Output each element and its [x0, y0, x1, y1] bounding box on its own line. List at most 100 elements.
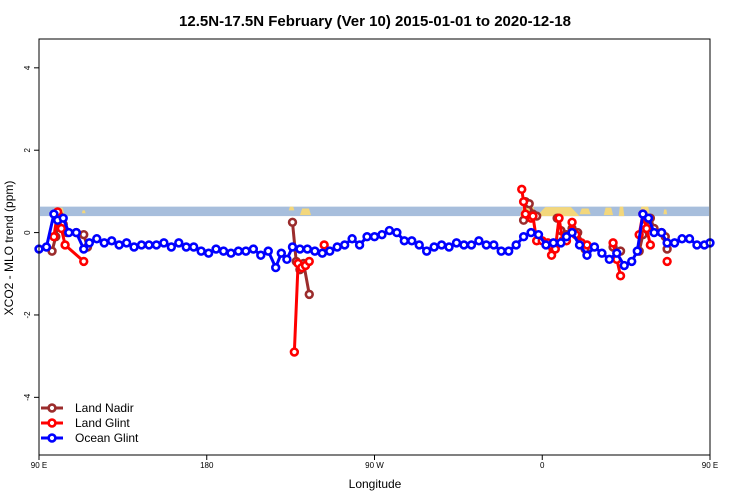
ocean-glint-point: [619, 260, 629, 271]
x-tick-label: 90 E: [702, 461, 718, 470]
ocean-glint-point: [548, 238, 559, 248]
land-glint-point: [528, 211, 538, 221]
ocean-glint-point: [612, 248, 622, 258]
ocean-glint-point: [41, 242, 52, 252]
ocean-glint-point: [597, 248, 607, 258]
ocean-glint-point: [489, 240, 499, 250]
ocean-glint-point: [518, 232, 529, 242]
y-axis-label: XCO2 - MLO trend (ppm): [2, 181, 16, 316]
ocean-glint-point: [332, 242, 342, 252]
x-tick-label: 180: [200, 461, 214, 470]
land-glint-point: [289, 347, 300, 357]
land-nadir-point: [287, 217, 298, 227]
ocean-glint-point: [421, 246, 432, 256]
ocean-glint-point: [276, 248, 287, 258]
ocean-glint-point: [511, 240, 521, 250]
land-glint-point: [662, 256, 672, 267]
ocean-glint-point: [189, 242, 199, 252]
ocean-glint-point: [684, 234, 695, 244]
ocean-glint-point: [71, 227, 81, 238]
ocean-glint-point: [589, 242, 600, 252]
land-glint-point: [554, 213, 564, 223]
land-glint-point: [79, 256, 89, 267]
ocean-glint-point: [248, 244, 259, 254]
series-layer: [34, 184, 715, 357]
ocean-glint-point: [121, 238, 132, 248]
ocean-glint-point: [226, 248, 236, 258]
land-glint-point: [518, 196, 529, 207]
ocean-glint-point: [79, 244, 89, 254]
ocean-glint-point: [496, 246, 506, 256]
ocean-glint-point: [444, 242, 454, 252]
ocean-glint-point: [271, 262, 281, 273]
ocean-glint-point: [362, 232, 372, 242]
legend-label-land-nadir: Land Nadir: [75, 401, 134, 415]
land-patch-1: [81, 210, 86, 214]
ocean-glint-point: [203, 248, 214, 258]
ocean-glint-point: [174, 238, 184, 248]
land-glint-point: [319, 240, 329, 250]
x-axis: 90 E 180 90 W 0 90 E: [31, 455, 718, 470]
ocean-glint-point: [159, 238, 169, 248]
ocean-glint-point: [692, 240, 702, 250]
land-glint-point: [60, 240, 70, 250]
land-glint-point: [56, 223, 67, 234]
ocean-glint-point: [64, 227, 74, 238]
ocean-glint-point: [181, 242, 191, 252]
ocean-glint-point: [582, 250, 592, 260]
ocean-glint-point: [481, 240, 492, 250]
land-glint-point: [567, 217, 577, 227]
y-axis: -4 -2 0 2 4: [23, 65, 39, 401]
ocean-glint-point: [58, 213, 68, 223]
ocean-glint-point: [459, 240, 469, 250]
x-tick-label: 90 W: [365, 461, 384, 470]
ocean-glint-point: [99, 238, 109, 248]
land-patch-3: [299, 208, 312, 216]
ocean-glint-point: [649, 227, 659, 238]
legend-label-land-glint: Land Glint: [75, 416, 130, 430]
ocean-glint-point: [541, 240, 551, 250]
legend-marker-land-glint: [47, 418, 57, 428]
land-patch-6: [579, 208, 591, 215]
ocean-glint-point: [347, 234, 357, 244]
ocean-glint-point: [574, 240, 585, 250]
land-glint-point: [608, 238, 618, 248]
land-glint-point: [582, 240, 592, 250]
ocean-glint-point: [196, 246, 206, 256]
ocean-glint-point: [233, 246, 244, 256]
land-glint-point: [304, 256, 314, 267]
ocean-glint-point: [325, 246, 335, 256]
ocean-glint-point: [669, 238, 680, 248]
x-tick-label: 90 E: [31, 461, 47, 470]
ocean-glint-point: [436, 240, 447, 250]
ocean-glint-point: [151, 240, 162, 250]
series-land-glint: [49, 184, 672, 357]
ocean-glint-point: [567, 227, 577, 238]
ocean-glint-point: [392, 227, 402, 238]
ocean-glint-point: [241, 246, 251, 256]
land-ocean-band: [40, 206, 709, 217]
y-tick-label: -4: [23, 393, 32, 401]
y-tick-label: 0: [23, 230, 32, 235]
land-nadir-point: [79, 229, 89, 240]
ocean-glint-point: [136, 240, 147, 250]
ocean-glint-point: [339, 240, 350, 250]
ocean-glint-point: [399, 236, 410, 246]
ocean-glint-point: [407, 236, 417, 246]
ocean-glint-point: [632, 246, 643, 256]
ocean-glint-point: [604, 254, 615, 265]
ocean-glint-point: [377, 229, 387, 240]
ocean-glint-point: [287, 242, 298, 252]
ocean-glint-point: [556, 238, 566, 248]
land-patch-8: [618, 206, 625, 217]
ocean-glint-point: [106, 236, 117, 246]
ocean-glint-point: [256, 250, 266, 260]
ocean-glint-point: [211, 244, 221, 254]
land-glint-point: [645, 240, 656, 250]
land-nadir-point: [304, 289, 314, 300]
ocean-glint-point: [84, 238, 95, 248]
ocean-glint-point: [466, 240, 477, 250]
ocean-glint-point: [429, 242, 439, 252]
chart-title: 12.5N-17.5N February (Ver 10) 2015-01-01…: [179, 13, 571, 30]
